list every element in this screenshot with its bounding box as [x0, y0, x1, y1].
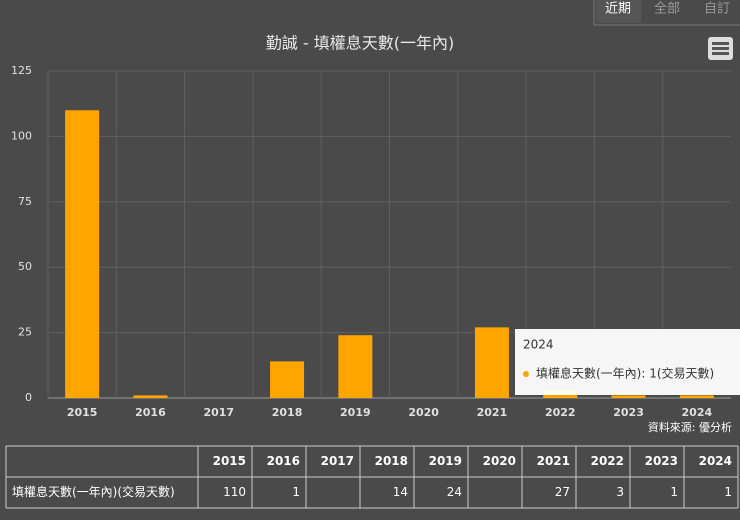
bar	[611, 395, 646, 398]
table-header: 2018	[375, 454, 408, 468]
table-cell: 27	[555, 485, 570, 499]
table-header: 2022	[591, 454, 624, 468]
bar	[338, 335, 373, 398]
x-tick-label: 2018	[272, 406, 303, 419]
x-tick-label: 2017	[203, 406, 234, 419]
table-cell: 14	[393, 485, 408, 499]
y-tick-label: 75	[18, 195, 32, 208]
table-header: 2016	[267, 454, 300, 468]
x-tick-label: 2015	[67, 406, 98, 419]
x-tick-label: 2023	[613, 406, 644, 419]
y-tick-label: 100	[11, 129, 32, 142]
chart-title: 勤誠 - 填權息天數(一年內)	[266, 34, 454, 53]
table-header: 2024	[699, 454, 732, 468]
menu-line	[712, 52, 729, 55]
tooltip-title: 2024	[523, 338, 554, 352]
table-cell: 1	[724, 485, 732, 499]
table-cell: 24	[447, 485, 462, 499]
table-cell: 1	[292, 485, 300, 499]
tooltip-text: 填權息天數(一年內): 1(交易天數)	[536, 366, 714, 381]
menu-line	[712, 47, 729, 50]
x-tick-label: 2016	[135, 406, 166, 419]
x-tick-label: 2021	[477, 406, 508, 419]
table-cell: 110	[223, 485, 246, 499]
x-tick-label: 2020	[408, 406, 439, 419]
bar	[270, 361, 305, 398]
bar	[474, 327, 509, 398]
source: 資料來源: 優分析	[648, 420, 732, 434]
y-tick-label: 125	[11, 64, 32, 77]
table-header: 2021	[537, 454, 570, 468]
menu-line	[712, 42, 729, 45]
tooltip-marker	[523, 371, 529, 377]
tab[interactable]: 自訂	[704, 1, 730, 17]
bar	[679, 395, 714, 398]
table-header: 2015	[213, 454, 246, 468]
menu-button[interactable]	[708, 37, 733, 60]
table-row-label: 填權息天數(一年內)(交易天數)	[12, 484, 175, 499]
table-header: 2020	[483, 454, 516, 468]
table-cell: 3	[616, 485, 624, 499]
table-header: 2019	[429, 454, 462, 468]
tab-active	[596, 0, 641, 23]
table-header: 2017	[321, 454, 354, 468]
tooltip: 2024 填權息天數(一年內): 1(交易天數)	[515, 329, 740, 395]
bar	[65, 110, 100, 399]
tab[interactable]: 近期	[605, 2, 631, 17]
table-header: 2023	[645, 454, 678, 468]
x-tick-label: 2024	[682, 406, 713, 419]
tooltip-box	[515, 329, 740, 395]
data-table: 填權息天數(一年內)(交易天數) 2015 110 2016 1 2017 2018 14 20…	[5, 445, 739, 509]
x-tick-label: 2019	[340, 406, 371, 419]
y-tick-label: 25	[18, 326, 32, 339]
tab[interactable]: 全部	[654, 1, 680, 17]
x-tick-label: 2022	[545, 406, 576, 419]
y-tick-label: 0	[25, 391, 32, 404]
table-cell: 1	[670, 485, 678, 499]
bar	[133, 395, 168, 398]
y-tick-label: 50	[18, 260, 32, 273]
